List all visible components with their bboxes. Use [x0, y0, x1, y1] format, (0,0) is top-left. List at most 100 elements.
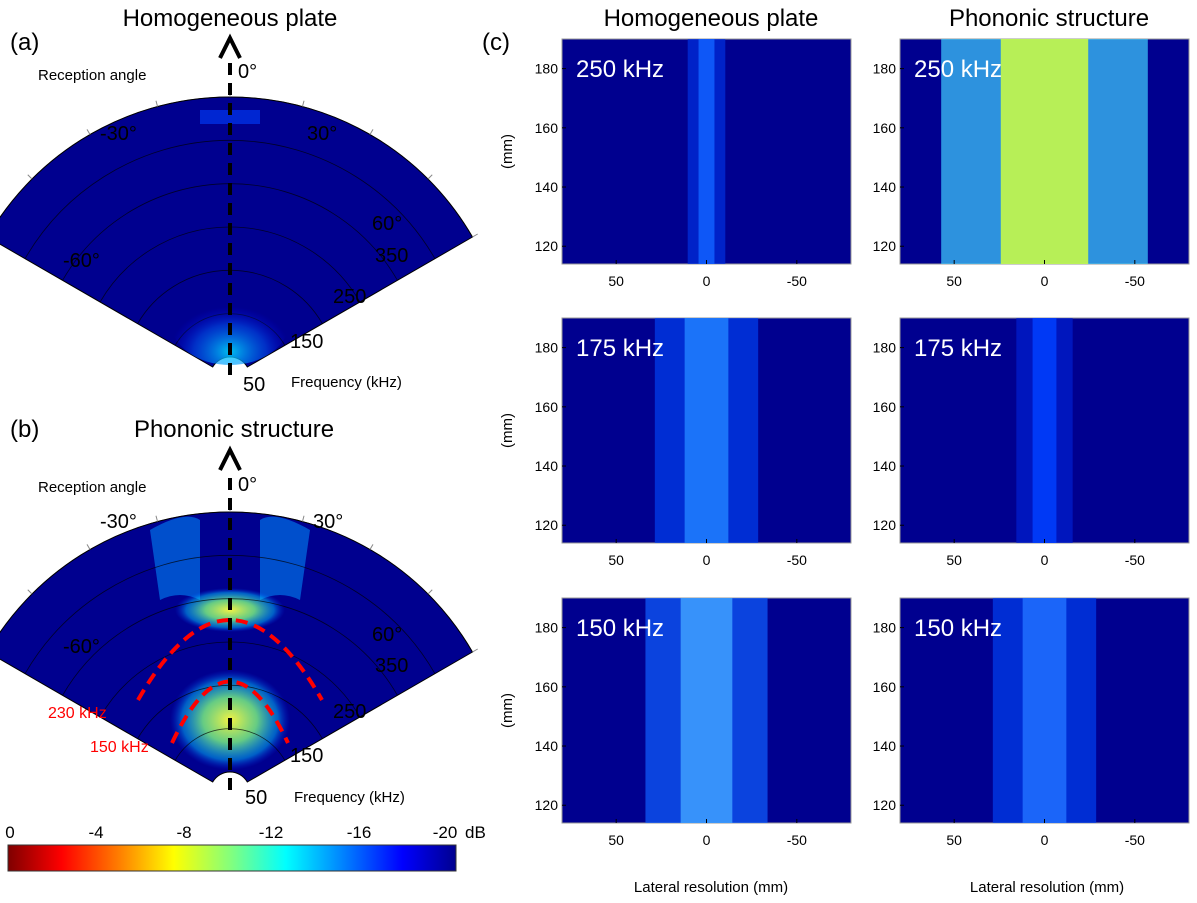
panel-b-title: Phononic structure [134, 416, 334, 443]
beam-core [1000, 39, 1089, 264]
y-tick-label: 120 [535, 238, 559, 254]
heatmap-panel-r0-c1: 180 160 140 120 50 0 -50 250 kHz [873, 38, 1190, 289]
y-tick-label: 160 [873, 120, 897, 136]
y-axis-label: (mm) [499, 693, 516, 728]
row-frequency-label: 250 kHz [914, 56, 1002, 83]
angle-label-b-m30: -30° [100, 511, 137, 533]
polar-right-lobe-b [260, 516, 310, 600]
x-tick-label: 50 [946, 273, 962, 289]
polar-hotspot-a [170, 275, 290, 365]
beam-core [684, 318, 729, 543]
y-tick-label: 140 [535, 738, 559, 754]
y-axis-label: (mm) [499, 134, 516, 169]
y-tick-label: 140 [873, 179, 897, 195]
x-tick-label: 0 [1041, 832, 1049, 848]
panel-letter-a: (a) [10, 29, 39, 56]
y-tick-label: 180 [873, 620, 897, 636]
angle-label-a-60: 60° [372, 213, 402, 235]
row-frequency-label: 175 kHz [576, 335, 664, 362]
col-title-phononic: Phononic structure [949, 5, 1149, 32]
panel-a-reception-label: Reception angle [38, 67, 146, 84]
colorbar-tick-0: 0 [5, 823, 14, 842]
panel-b-reception-label: Reception angle [38, 479, 146, 496]
x-tick-label: -50 [787, 552, 807, 568]
y-tick-label: 140 [873, 458, 897, 474]
angle-label-b-30: 30° [313, 511, 343, 533]
y-tick-label: 180 [873, 340, 897, 356]
beam-core [1032, 318, 1057, 543]
x-tick-label: 50 [946, 552, 962, 568]
y-tick-label: 140 [873, 738, 897, 754]
y-tick-label: 120 [535, 517, 559, 533]
x-tick-label: -50 [1125, 273, 1145, 289]
x-axis-label-left: Lateral resolution (mm) [634, 879, 788, 896]
colorbar-tick-m4: -4 [88, 823, 103, 842]
y-tick-label: 180 [535, 61, 559, 77]
angle-label-b-0: 0° [238, 474, 257, 496]
arrowhead-b [218, 445, 242, 471]
heatmap-panel-r1-c0: 180 160 140 120 50 0 -50 175 kHz (mm) [499, 317, 852, 568]
polar-band-a [200, 110, 260, 124]
heatmap-panel-r1-c1: 180 160 140 120 50 0 -50 175 kHz [873, 317, 1190, 568]
beam-core [1022, 598, 1067, 823]
x-tick-label: -50 [1125, 832, 1145, 848]
freq-label-a-50: 50 [243, 374, 265, 396]
y-tick-label: 180 [535, 620, 559, 636]
panel-letter-b: (b) [10, 416, 39, 443]
colorbar-unit: dB [465, 823, 486, 842]
beam-core [680, 598, 733, 823]
polar-left-lobe-b [150, 516, 200, 600]
x-tick-label: 0 [703, 832, 711, 848]
y-tick-label: 120 [873, 797, 897, 813]
y-tick-label: 160 [873, 679, 897, 695]
heatmap-panel-r2-c1: 180 160 140 120 50 0 -50 150 kHz [873, 597, 1190, 848]
beam-core [698, 39, 715, 264]
freq-label-b-350: 350 [375, 655, 408, 677]
colorbar-gradient [7, 844, 457, 872]
y-tick-label: 120 [535, 797, 559, 813]
freq-axis-label-a: Frequency (kHz) [291, 374, 402, 391]
colorbar-tick-m12: -12 [259, 823, 284, 842]
x-tick-label: 50 [608, 552, 624, 568]
y-axis-label: (mm) [499, 413, 516, 448]
panel-b: (b) Phononic structure Reception angle -… [0, 416, 478, 809]
heatmap-panel-r0-c0: 180 160 140 120 50 0 -50 250 kHz (mm) [499, 38, 852, 289]
row-frequency-label: 150 kHz [914, 615, 1002, 642]
y-tick-label: 140 [535, 179, 559, 195]
arrowhead-a [218, 33, 242, 59]
x-tick-label: 0 [1041, 273, 1049, 289]
y-tick-label: 180 [873, 61, 897, 77]
y-tick-label: 160 [535, 399, 559, 415]
y-tick-label: 120 [873, 517, 897, 533]
angle-label-b-m60: -60° [63, 636, 100, 658]
x-tick-label: 0 [703, 273, 711, 289]
angle-label-a-0: 0° [238, 61, 257, 83]
x-tick-label: 50 [608, 832, 624, 848]
x-tick-label: 50 [946, 832, 962, 848]
x-tick-label: -50 [1125, 552, 1145, 568]
panel-c: (c) Homogeneous plate Phononic structure… [482, 5, 1190, 896]
colorbar: 0 -4 -8 -12 -16 -20 dB [5, 823, 486, 872]
x-tick-label: 0 [1041, 552, 1049, 568]
x-tick-label: -50 [787, 273, 807, 289]
angle-label-a-m30: -30° [100, 123, 137, 145]
y-tick-label: 120 [873, 238, 897, 254]
x-tick-label: -50 [787, 832, 807, 848]
freq-label-a-350: 350 [375, 245, 408, 267]
row-frequency-label: 250 kHz [576, 56, 664, 83]
colorbar-tick-m16: -16 [347, 823, 372, 842]
freq-axis-label-b: Frequency (kHz) [294, 789, 405, 806]
col-title-homogeneous: Homogeneous plate [604, 5, 819, 32]
row-frequency-label: 150 kHz [576, 615, 664, 642]
y-tick-label: 160 [535, 120, 559, 136]
annotation-230khz: 230 kHz [48, 705, 107, 722]
angle-label-a-30: 30° [307, 123, 337, 145]
angle-label-a-m60: -60° [63, 250, 100, 272]
panel-letter-c: (c) [482, 29, 510, 56]
colorbar-tick-m8: -8 [176, 823, 191, 842]
colorbar-tick-m20: -20 [433, 823, 458, 842]
freq-label-a-150: 150 [290, 331, 323, 353]
freq-label-b-250: 250 [333, 701, 366, 723]
panel-a-title: Homogeneous plate [123, 5, 338, 32]
x-tick-label: 50 [608, 273, 624, 289]
